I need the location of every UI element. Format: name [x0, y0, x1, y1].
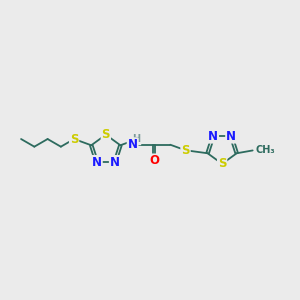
Text: N: N — [92, 156, 102, 169]
Text: S: S — [218, 157, 226, 170]
Text: S: S — [181, 144, 190, 157]
Text: S: S — [70, 133, 78, 146]
Text: H: H — [132, 134, 140, 144]
Text: S: S — [102, 128, 110, 141]
Text: N: N — [208, 130, 218, 142]
Text: O: O — [149, 154, 159, 167]
Text: CH₃: CH₃ — [255, 146, 274, 155]
Text: N: N — [226, 130, 236, 142]
Text: N: N — [110, 156, 120, 169]
Text: N: N — [128, 138, 138, 151]
